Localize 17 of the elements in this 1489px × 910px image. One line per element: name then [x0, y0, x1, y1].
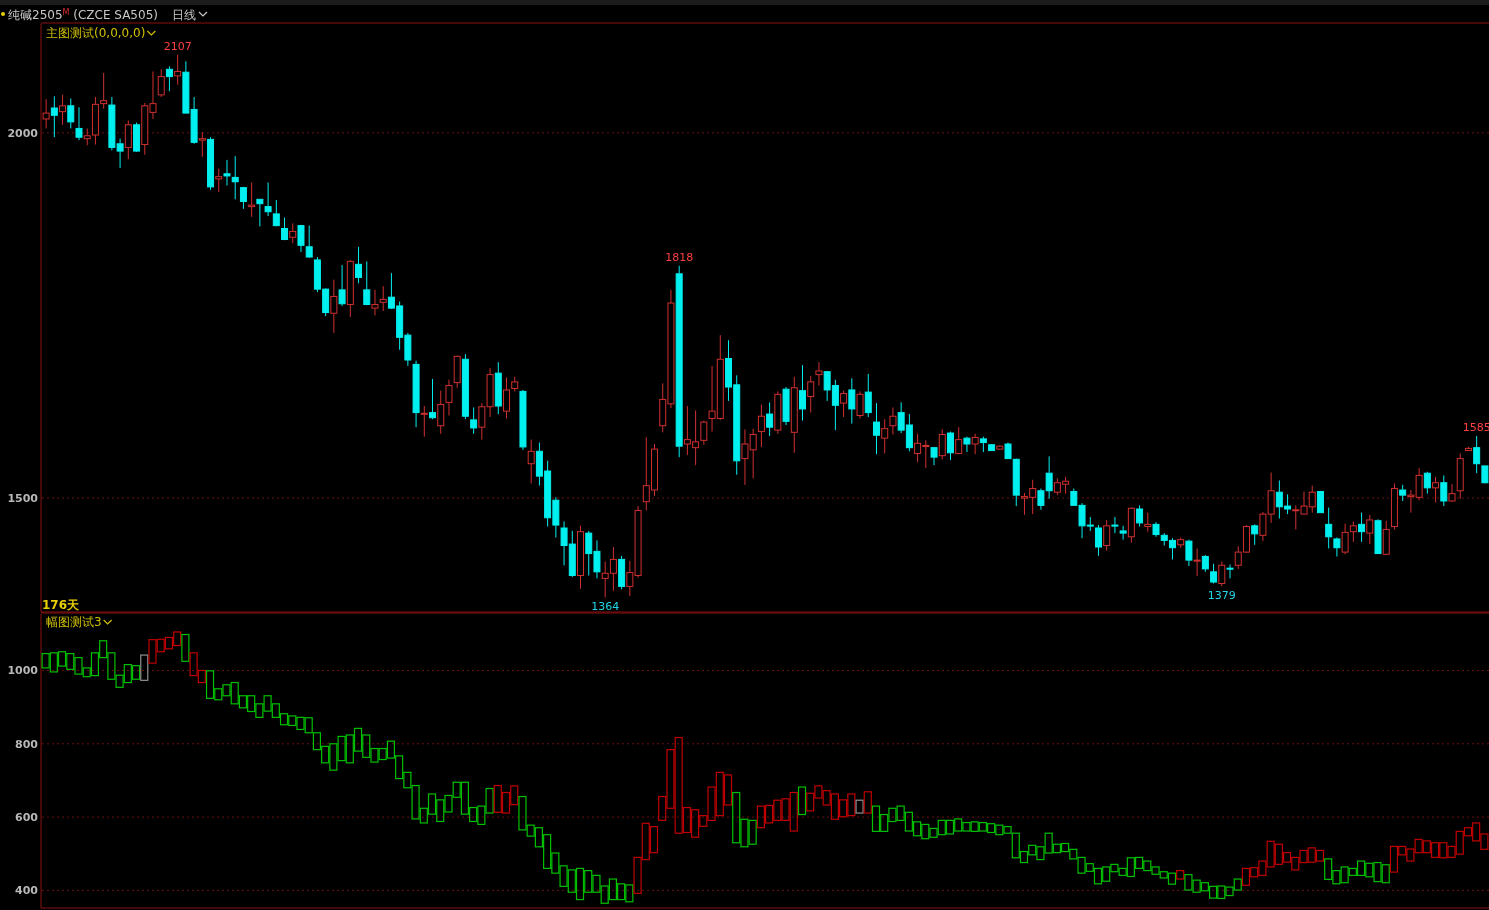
y-tick-label: 2000 — [7, 126, 39, 140]
annotation: 主图测试(0,0,0,0) — [46, 26, 146, 40]
header: 纯碱2505$^{M}$ (CZCE SA505) 日线 — [1, 7, 196, 22]
annotation: 1379 — [1207, 589, 1236, 603]
y-tick-label: 1500 — [7, 492, 39, 506]
annotation: 2107 — [163, 39, 192, 53]
y-tick-label: 800 — [15, 737, 39, 751]
chart-title: 幅图测试3 — [46, 615, 102, 629]
y-tick-label: 400 — [15, 884, 39, 898]
annotation: 1585 — [1462, 420, 1489, 434]
annotation: 1818 — [665, 250, 694, 264]
chart-subtitle: 日线 — [171, 8, 196, 22]
annotation: 1364 — [591, 600, 620, 614]
y-tick-label: 600 — [15, 811, 39, 825]
y-tick-label: 1000 — [7, 664, 39, 678]
chart-title: 纯碱2505$^{M}$ (CZCE SA505) — [8, 7, 158, 22]
annotation: 176天 — [42, 598, 81, 612]
